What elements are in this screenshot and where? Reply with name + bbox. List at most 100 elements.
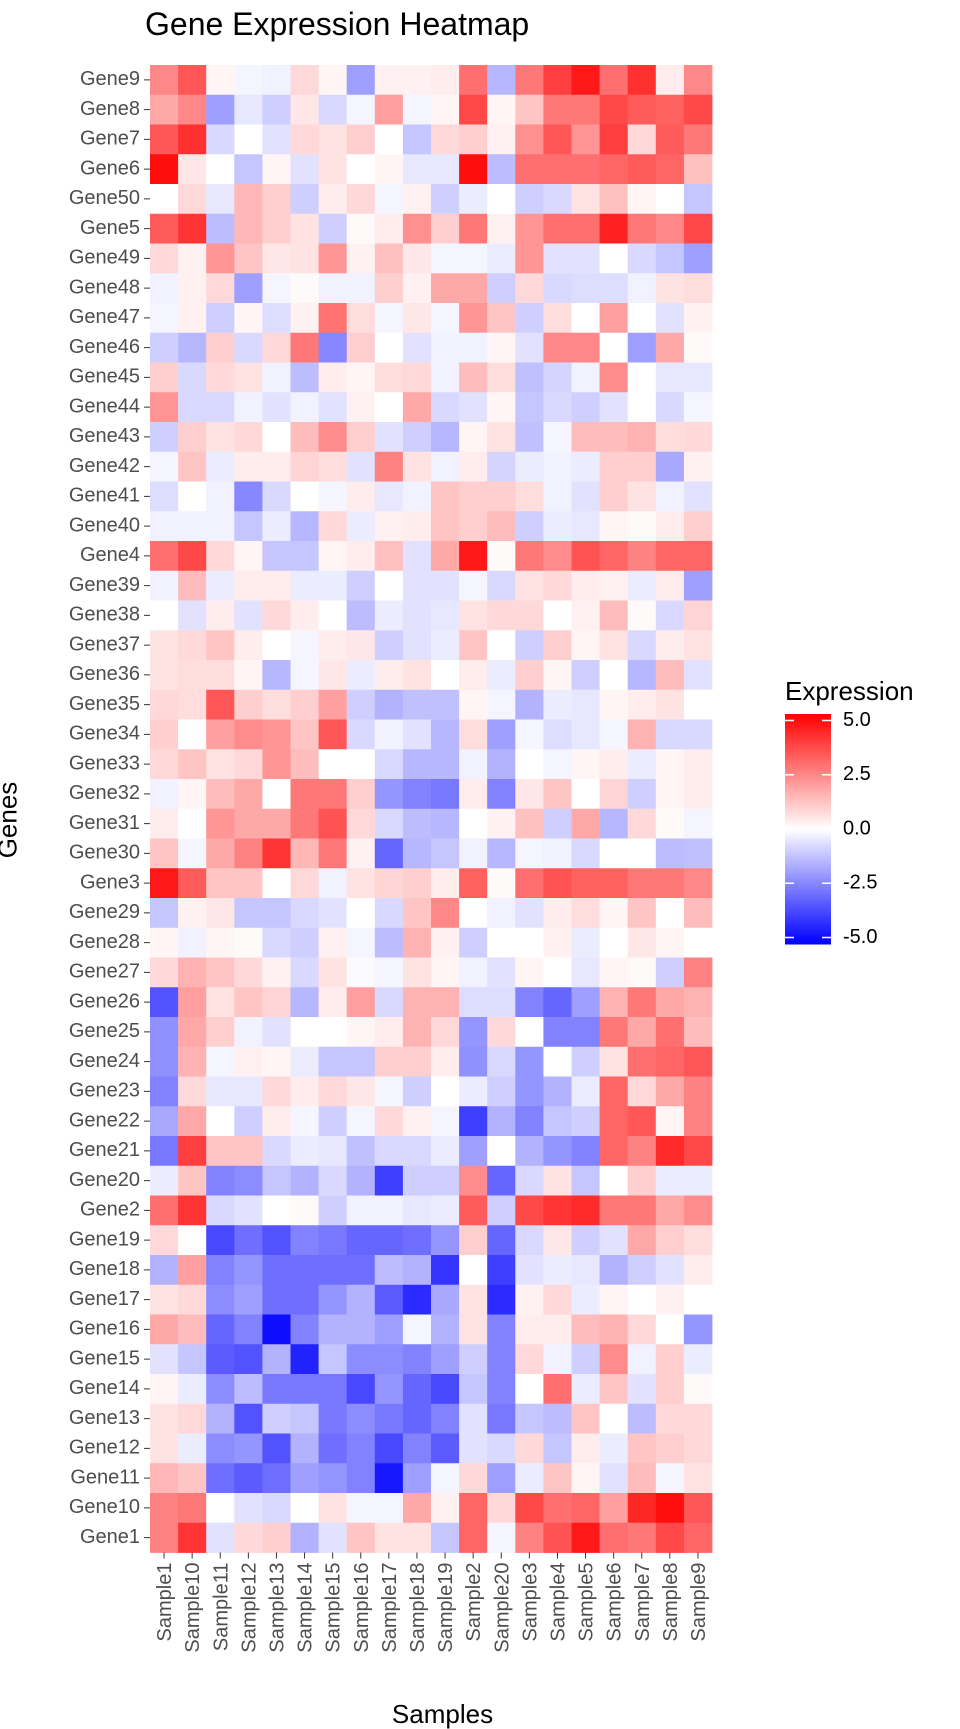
y-tick-label: Gene21 <box>69 1139 140 1161</box>
heatmap-cell <box>374 808 404 839</box>
heatmap-cell <box>234 243 263 274</box>
heatmap-cell <box>346 630 376 661</box>
heatmap-cell <box>599 154 629 185</box>
heatmap-cell <box>599 898 629 929</box>
heatmap-cell <box>346 362 376 393</box>
heatmap-cell <box>431 124 460 155</box>
heatmap-cell <box>543 362 572 393</box>
heatmap-cell <box>515 332 544 363</box>
colorbar-segment <box>785 719 831 722</box>
colorbar-segment <box>785 904 831 907</box>
heatmap-cell <box>150 630 179 661</box>
heatmap-cell <box>318 838 348 869</box>
heatmap-cell <box>459 779 488 810</box>
heatmap-cell <box>374 1076 404 1107</box>
colorbar-segment <box>785 916 831 920</box>
colorbar-tick-label: -5.0 <box>843 926 877 948</box>
heatmap-cell <box>543 689 572 720</box>
heatmap-cell <box>431 1046 460 1077</box>
y-tick-label: Gene39 <box>69 574 140 596</box>
heatmap-cell <box>206 630 235 661</box>
heatmap-cell <box>543 1344 572 1375</box>
y-tick-label: Gene7 <box>80 128 140 150</box>
heatmap-cell <box>262 660 291 691</box>
heatmap-cell <box>487 570 516 601</box>
heatmap-cell <box>150 481 179 512</box>
heatmap-cell <box>262 1106 291 1137</box>
heatmap-cell <box>543 422 572 453</box>
heatmap-cell <box>206 1225 235 1256</box>
heatmap-cell <box>655 1046 685 1077</box>
colorbar-segment <box>785 929 831 932</box>
heatmap-cell <box>459 630 488 661</box>
heatmap-cell <box>431 1522 460 1553</box>
heatmap-cell <box>571 541 600 572</box>
colorbar-segment <box>785 899 831 902</box>
heatmap-cell <box>459 1225 488 1256</box>
heatmap-cell <box>346 838 376 869</box>
heatmap-cell <box>543 332 572 363</box>
heatmap-cell <box>374 1433 404 1464</box>
heatmap-cell <box>487 1225 516 1256</box>
heatmap-cell <box>431 1195 460 1226</box>
heatmap-cell <box>234 422 263 453</box>
heatmap-cell <box>515 1225 544 1256</box>
heatmap-cell <box>206 273 235 304</box>
heatmap-cell <box>402 65 432 96</box>
heatmap-cell <box>599 1136 629 1167</box>
heatmap-cell <box>627 808 657 839</box>
heatmap-cell <box>487 243 516 274</box>
colorbar-segment <box>785 856 831 860</box>
heatmap-cell <box>683 927 713 958</box>
heatmap-cell <box>487 838 516 869</box>
y-tick-label: Gene36 <box>69 663 140 685</box>
colorbar-segment <box>785 926 831 930</box>
heatmap-cell <box>150 600 179 631</box>
heatmap-cell <box>178 481 207 512</box>
heatmap-cell <box>150 1076 179 1107</box>
heatmap-cell <box>290 1076 319 1107</box>
heatmap-cell <box>346 1046 376 1077</box>
heatmap-cell <box>543 1076 572 1107</box>
heatmap-cell <box>374 1106 404 1137</box>
heatmap-cell <box>683 1314 713 1345</box>
heatmap-cell <box>402 213 432 244</box>
heatmap-cell <box>627 422 657 453</box>
heatmap-cell <box>374 451 404 482</box>
heatmap-cell <box>655 94 685 125</box>
heatmap-cell <box>655 838 685 869</box>
heatmap-cell <box>655 184 685 215</box>
heatmap-cell <box>402 1136 432 1167</box>
y-tick-label: Gene48 <box>69 276 140 298</box>
heatmap-cell <box>206 1284 235 1315</box>
heatmap-cell <box>543 1136 572 1167</box>
heatmap-cell <box>431 154 460 185</box>
heatmap-cell <box>683 392 713 423</box>
heatmap-cell <box>431 1165 460 1196</box>
heatmap-cell <box>655 1017 685 1048</box>
heatmap-cell <box>178 124 207 155</box>
heatmap-cell <box>459 1463 488 1494</box>
y-tick-label: Gene15 <box>69 1347 140 1369</box>
heatmap-cell <box>150 868 179 899</box>
heatmap-cell <box>234 65 263 96</box>
heatmap-cell <box>402 303 432 334</box>
heatmap-cell <box>178 243 207 274</box>
heatmap-cell <box>599 838 629 869</box>
heatmap-cell <box>402 987 432 1018</box>
heatmap-cell <box>206 689 235 720</box>
heatmap-cell <box>206 927 235 958</box>
heatmap-cell <box>571 1433 600 1464</box>
heatmap-cell <box>515 541 544 572</box>
colorbar-segment <box>785 849 831 852</box>
heatmap-cell <box>346 1374 376 1405</box>
heatmap-cell <box>178 184 207 215</box>
heatmap-cell <box>290 124 319 155</box>
heatmap-cell <box>627 898 657 929</box>
heatmap-cell <box>290 600 319 631</box>
heatmap-cell <box>571 630 600 661</box>
heatmap-cell <box>543 1255 572 1286</box>
heatmap-cell <box>206 1165 235 1196</box>
heatmap-cell <box>487 1522 516 1553</box>
heatmap-cell <box>178 332 207 363</box>
